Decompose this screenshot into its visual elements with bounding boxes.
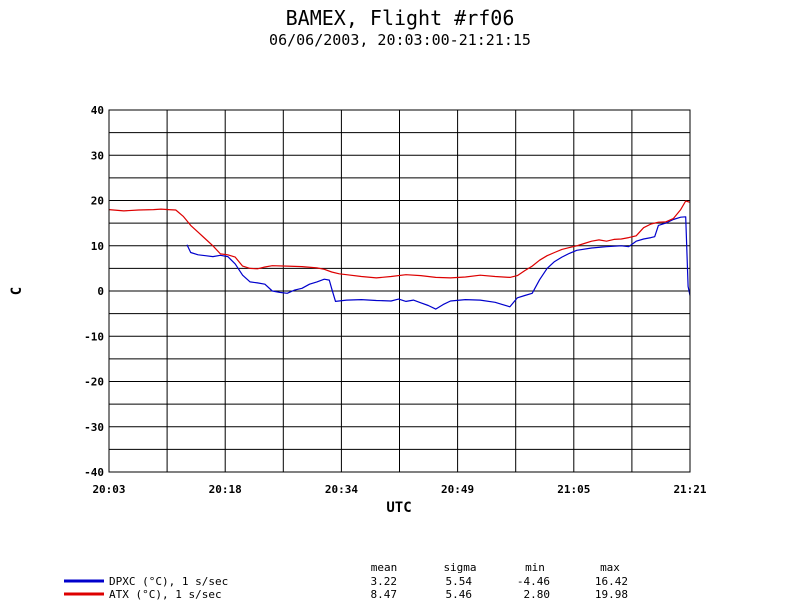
stats-header: max: [600, 561, 620, 574]
stats-value: 3.22: [371, 575, 398, 588]
x-tick-label: 21:05: [557, 483, 590, 496]
y-tick-label: 0: [97, 285, 104, 298]
stats-value: 16.42: [595, 575, 628, 588]
y-tick-label: 20: [91, 195, 104, 208]
stats-value: -4.46: [517, 575, 550, 588]
stats-value: 19.98: [595, 588, 628, 601]
y-tick-label: 10: [91, 240, 104, 253]
stats-value: 5.46: [446, 588, 473, 601]
legend-label: ATX (°C), 1 s/sec: [109, 588, 222, 601]
stats-header: mean: [371, 561, 398, 574]
x-tick-label: 21:21: [673, 483, 706, 496]
series-line-0: [186, 216, 691, 310]
x-tick-label: 20:49: [441, 483, 474, 496]
x-tick-label: 20:03: [92, 483, 125, 496]
series-lines: [108, 200, 691, 310]
stats-value: 2.80: [524, 588, 551, 601]
y-tick-label: -30: [84, 421, 104, 434]
x-tick-label: 20:34: [325, 483, 358, 496]
y-tick-labels: 40 30 20 10 0 -10 -20 -30 -40: [84, 104, 104, 479]
x-tick-labels: 20:03 20:18 20:34 20:49 21:05 21:21: [92, 483, 706, 496]
x-axis-label: UTC: [386, 500, 411, 516]
stats-value: 8.47: [371, 588, 398, 601]
grid-lines: [109, 110, 690, 472]
y-tick-label: -10: [84, 330, 104, 343]
y-tick-label: -20: [84, 376, 104, 389]
y-tick-label: 30: [91, 149, 104, 162]
plot-frame: [108, 109, 691, 473]
stats-header: sigma: [443, 561, 476, 574]
series-line-1: [108, 200, 691, 279]
stats-header: min: [525, 561, 545, 574]
y-tick-label: -40: [84, 466, 104, 479]
stats-value: 5.54: [446, 575, 473, 588]
y-tick-label: 40: [91, 104, 104, 117]
chart-subtitle: 06/06/2003, 20:03:00-21:21:15: [269, 31, 531, 49]
legend-label: DPXC (°C), 1 s/sec: [109, 575, 228, 588]
y-axis-label: C: [9, 287, 25, 295]
stats-table: mean sigma min max DPXC (°C), 1 s/sec 3.22 5.5…: [64, 561, 628, 601]
chart-title: BAMEX, Flight #rf06: [286, 6, 515, 30]
x-tick-label: 20:18: [209, 483, 242, 496]
